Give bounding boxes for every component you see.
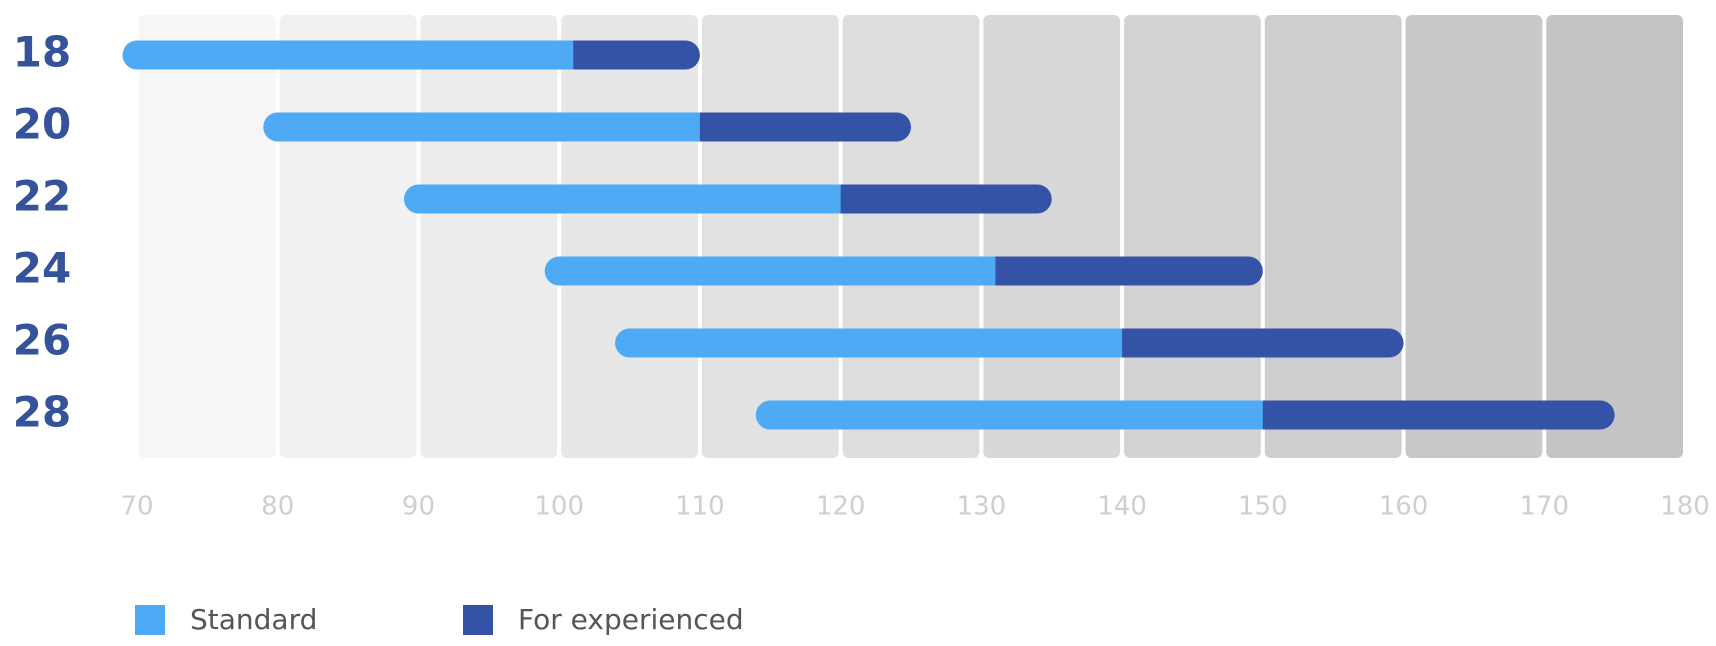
x-tick-label: 90 [402,492,435,522]
x-tick-label: 160 [1379,492,1429,522]
column-band [1124,15,1261,458]
bar-standard [122,40,574,70]
bar-standard [544,256,996,286]
x-tick-label: 70 [120,492,153,522]
x-tick-label: 120 [816,492,866,522]
column-band [420,15,558,458]
legend-label: For experienced [518,603,744,636]
x-tick-label: 100 [534,492,584,522]
bar-experienced [1233,400,1615,430]
category-label: 20 [13,100,71,149]
bar-standard [615,328,1123,358]
x-tick-label: 150 [1238,492,1288,522]
column-band [1264,15,1402,458]
x-tick-label: 180 [1660,492,1710,522]
category-label: 28 [13,388,71,437]
bar-experienced [670,112,911,142]
column-band [701,15,839,458]
column-band [139,15,276,458]
bar-experienced [811,184,1052,214]
x-tick-label: 130 [957,492,1007,522]
bar-experienced [966,256,1263,286]
category-label: 18 [13,28,71,77]
bar-standard [403,184,841,214]
bar-experienced [1093,328,1404,358]
legend-label: Standard [190,603,317,636]
bar-experienced [544,40,700,70]
column-band [1546,15,1683,458]
category-label: 22 [13,172,71,221]
x-tick-label: 80 [261,492,294,522]
bar-standard [755,400,1263,430]
bar-standard [263,112,700,142]
column-band [983,15,1121,458]
column-band [561,15,698,458]
category-label: 26 [13,316,71,365]
x-tick-label: 110 [675,492,725,522]
column-band [279,15,417,458]
legend-swatch [135,605,165,635]
x-tick-label: 170 [1519,492,1569,522]
column-band [842,15,980,458]
x-tick-label: 140 [1097,492,1147,522]
column-band [1405,15,1543,458]
category-label: 24 [13,244,71,293]
legend-swatch [463,605,493,635]
